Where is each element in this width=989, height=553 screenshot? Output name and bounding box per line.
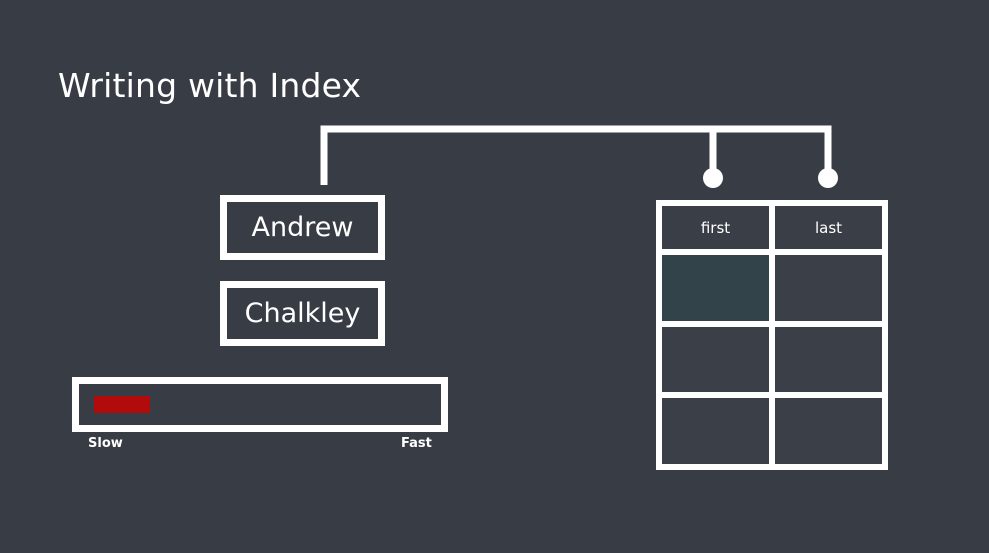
table-cell	[775, 326, 882, 393]
table-cell	[662, 398, 769, 464]
connector-node-first	[703, 168, 723, 188]
speed-meter-fill	[94, 396, 150, 413]
first-name-box: Andrew	[220, 195, 385, 260]
speed-label-slow: Slow	[88, 436, 123, 451]
column-header-last: last	[775, 206, 882, 249]
table-cell	[775, 398, 882, 464]
index-table: first last	[656, 200, 888, 470]
table-cell	[662, 326, 769, 393]
column-header-first: first	[662, 206, 769, 249]
last-name-box: Chalkley	[220, 281, 385, 346]
table-cell-highlighted	[662, 255, 769, 321]
speed-label-fast: Fast	[401, 436, 432, 451]
diagram-title: Writing with Index	[58, 66, 362, 105]
connector-node-last	[818, 168, 838, 188]
speed-meter	[72, 377, 448, 432]
table-cell	[775, 255, 882, 321]
